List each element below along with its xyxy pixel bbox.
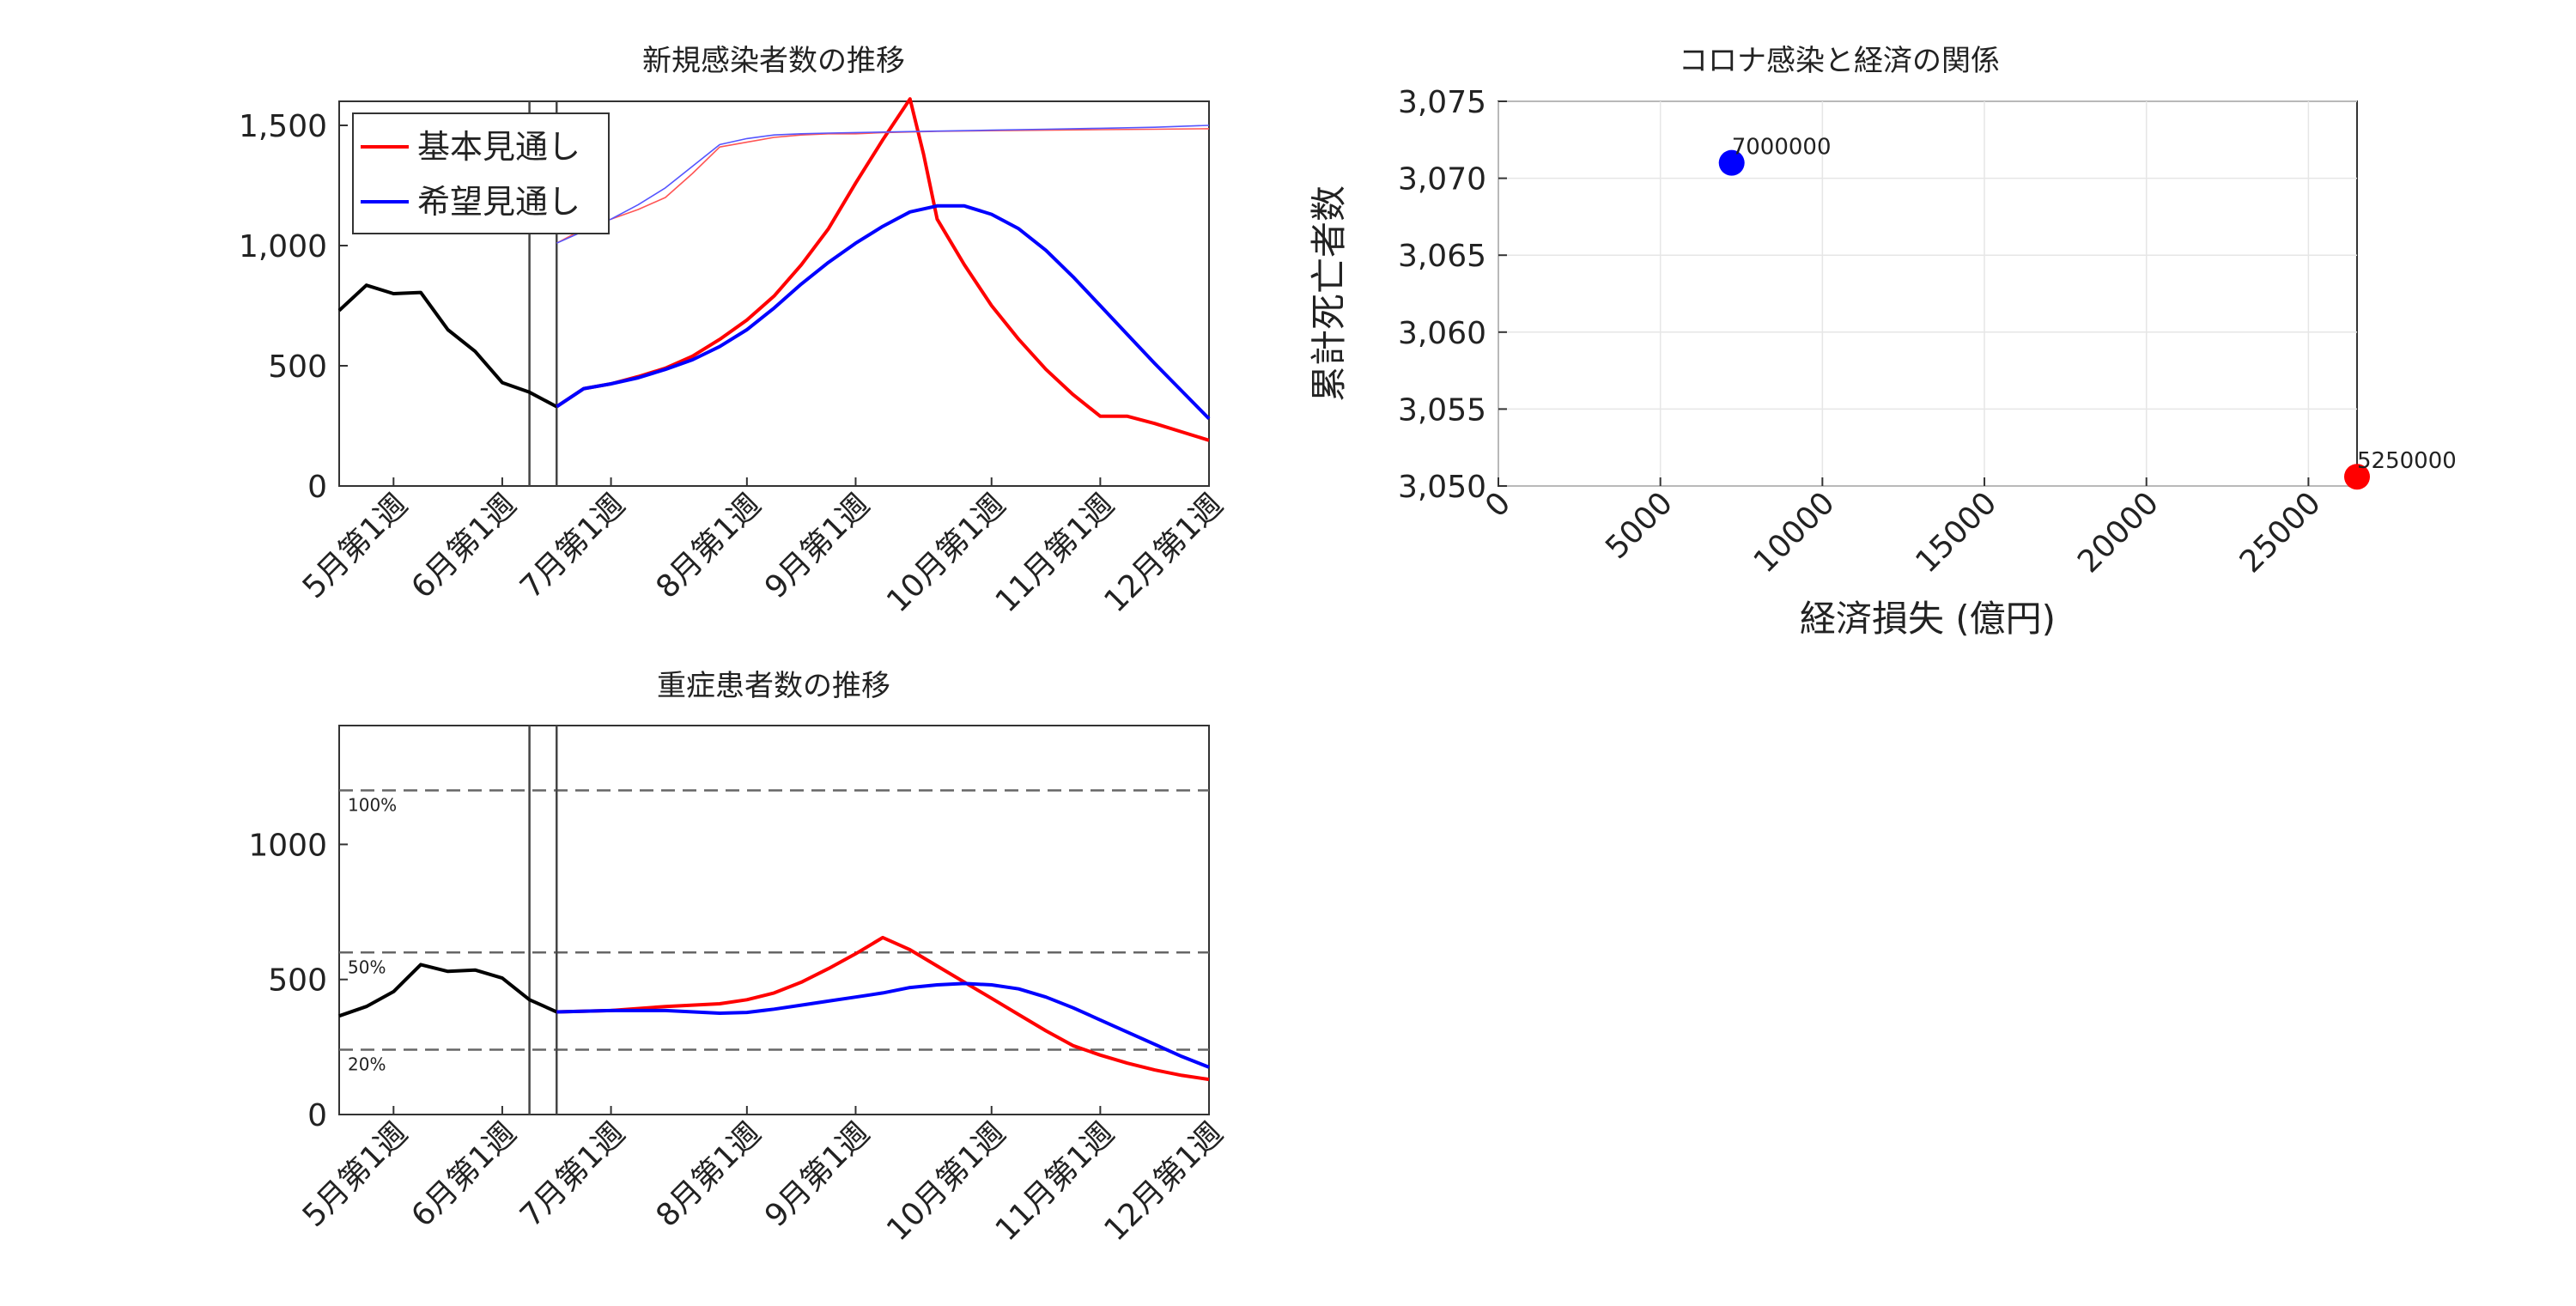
p1-ytick-label: 0 (307, 470, 327, 505)
economy-grid (1498, 100, 2357, 487)
p2-xtick-label: 6月第1週 (405, 1115, 524, 1234)
p2-ytick-label: 0 (307, 1098, 327, 1133)
economy-chart: コロナ感染と経済の関係 0 5000 10000 15000 20000 250003,0… (1308, 44, 2457, 640)
p2-ytick-label: 500 (268, 963, 327, 999)
economy-xtick-label: 10000 (1747, 485, 1842, 580)
p2-series-line-2 (556, 981, 1210, 1069)
p2-series-line-1 (556, 935, 1210, 1082)
p1-xtick-label: 5月第1週 (296, 487, 415, 605)
p2-xtick-label: 9月第1週 (758, 1115, 877, 1234)
legend-label-hope: 希望見通し (417, 183, 580, 221)
economy-xlabel: 経済損失 (億円) (1800, 598, 2056, 640)
p1-ytick-label: 1,000 (239, 229, 327, 264)
new-cases-title: 新規感染者数の推移 (642, 44, 905, 78)
economy-xtick-label: 20000 (2071, 485, 2166, 580)
p2-xtick-label: 11月第1週 (989, 1115, 1121, 1248)
economy-title: コロナ感染と経済の関係 (1679, 44, 2000, 78)
economy-plot-frame (1498, 100, 2358, 487)
economy-xtick-label: 15000 (1909, 485, 2003, 580)
p2-ytick-label: 1000 (248, 828, 327, 863)
p1-series-line-4 (556, 125, 1210, 244)
p2-hline-label: 100% (348, 795, 397, 816)
severe-title: 重症患者数の推移 (657, 669, 890, 703)
p1-ytick-label: 500 (268, 349, 327, 385)
economy-xtick-label: 5000 (1599, 485, 1680, 566)
economy-point-1 (2344, 464, 2370, 490)
economy-ytick-label: 3,075 (1398, 85, 1486, 120)
p1-xtick-label: 10月第1週 (880, 487, 1012, 619)
p2-hline-label: 20% (348, 1054, 386, 1075)
p1-xtick-label: 6月第1週 (405, 487, 524, 605)
p2-xtick-label: 7月第1週 (513, 1115, 632, 1234)
p1-xtick-label: 11月第1週 (989, 487, 1121, 619)
p2-xtick-label: 10月第1週 (880, 1115, 1012, 1248)
severe-hlines: 100% 50% 20% (339, 789, 1209, 1075)
economy-ytick-label: 3,060 (1398, 316, 1486, 351)
economy-ylabel: 累計死亡者数 (1308, 185, 1350, 402)
p1-xtick-label: 8月第1週 (649, 487, 768, 605)
p1-xtick-label: 9月第1週 (758, 487, 877, 605)
p1-series-line-2 (556, 203, 1211, 421)
economy-point-0 (1718, 149, 1745, 176)
p1-ytick-label: 1,500 (239, 109, 327, 144)
p1-xtick-label: 12月第1週 (1097, 487, 1230, 619)
p2-xtick-label: 8月第1週 (649, 1115, 768, 1234)
p2-series-line-0 (338, 963, 558, 1018)
severe-series (338, 726, 1210, 1115)
new-cases-legend: 基本見通し 希望見通し (352, 112, 610, 234)
economy-point-label-0: 7000000 (1732, 135, 1832, 161)
economy-points: 7000000 5250000 (1718, 135, 2457, 490)
p2-xtick-label: 5月第1週 (296, 1115, 415, 1234)
severe-plot-frame (338, 725, 1210, 1115)
economy-point-label-1: 5250000 (2357, 448, 2457, 474)
economy-xtick-label: 25000 (2233, 485, 2328, 580)
legend-label-basic: 基本見通し (417, 128, 580, 166)
p1-series-line-3 (556, 128, 1210, 244)
economy-ytick-label: 3,055 (1398, 392, 1486, 428)
p1-series-line-0 (337, 283, 558, 409)
p1-xtick-label: 7月第1週 (513, 487, 632, 605)
economy-ytick-label: 3,050 (1398, 470, 1486, 505)
p2-xtick-label: 12月第1週 (1097, 1115, 1230, 1248)
economy-ytick-label: 3,070 (1398, 162, 1486, 197)
legend-box (352, 112, 610, 234)
economy-ytick-label: 3,065 (1398, 239, 1486, 274)
severe-chart: 重症患者数の推移 100% 50% 20% 0 500 1000 5月第1週6月第1週7月… (248, 669, 1230, 1248)
p2-hline-label: 50% (348, 957, 386, 977)
